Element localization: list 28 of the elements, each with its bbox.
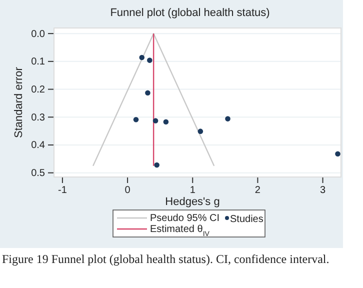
legend-label: Pseudo 95% CI	[150, 213, 220, 224]
y-axis-title: Standard error	[13, 66, 25, 138]
y-tick-label: 0.5	[31, 168, 46, 180]
chart-title: Funnel plot (global health status)	[110, 7, 270, 19]
point	[152, 118, 158, 124]
y-tick-label: 0.3	[31, 112, 46, 124]
point	[225, 116, 230, 122]
point	[133, 116, 139, 122]
caption: Figure 19 Funnel plot (global health status). CI, confidence interval.	[2, 252, 330, 266]
y-tick-label: 0.4	[31, 140, 46, 152]
point	[145, 90, 150, 96]
point	[154, 162, 160, 168]
legend-label: Estimated θ$_{IV}$	[150, 224, 210, 238]
x-tick-label: 3	[320, 185, 326, 196]
legend-label: Studies	[230, 214, 264, 225]
point	[163, 119, 169, 124]
x-tick-label: 0	[124, 185, 131, 196]
x-axis-title: Hedges's g	[165, 196, 220, 208]
y-tick-label: 0.2	[31, 84, 46, 96]
x-tick-label: -1	[58, 185, 68, 196]
x-tick-label: 1	[190, 185, 196, 196]
x-tick-label: 2	[254, 185, 261, 196]
point	[139, 54, 145, 60]
point	[147, 58, 152, 63]
y-tick-label: 0.0	[31, 28, 46, 40]
point	[335, 151, 340, 157]
point	[198, 128, 204, 134]
y-tick-label: 0.1	[31, 56, 46, 68]
